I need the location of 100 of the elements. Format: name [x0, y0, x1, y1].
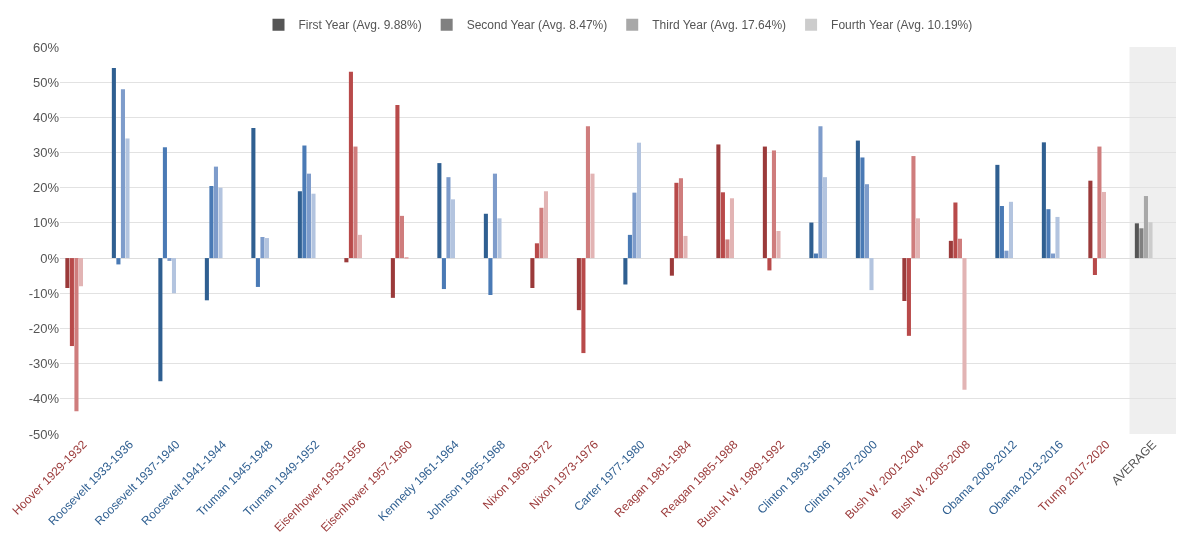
bar [636, 142, 642, 259]
bar [302, 145, 307, 259]
bar [1008, 201, 1014, 259]
bar [1143, 196, 1148, 259]
bar [209, 185, 214, 259]
bar [450, 199, 456, 259]
bar [1101, 191, 1107, 259]
bar [590, 173, 595, 259]
bar [255, 258, 260, 287]
bar [1088, 180, 1093, 259]
y-tick-label: 40% [32, 109, 60, 125]
bar [632, 192, 637, 259]
bar [539, 207, 544, 259]
y-tick-label: 60% [32, 39, 60, 55]
bar [348, 71, 353, 259]
bar [1092, 258, 1097, 275]
bar [530, 258, 535, 288]
bar [683, 235, 688, 259]
bar [1097, 146, 1102, 259]
y-tick-label: 10% [32, 215, 60, 231]
bar [167, 258, 172, 261]
bar [1134, 223, 1139, 259]
bar [437, 163, 442, 259]
bar [729, 198, 735, 259]
bar [627, 234, 632, 259]
bar [1148, 222, 1153, 259]
y-tick-label: -50% [28, 426, 60, 442]
bar [962, 258, 967, 390]
bar [120, 89, 125, 259]
bar [585, 126, 590, 259]
legend-label: Second Year (Avg. 8.47%) [466, 18, 608, 33]
bar [353, 146, 358, 259]
bar [809, 222, 814, 259]
bar [957, 238, 962, 259]
bar [995, 164, 1000, 259]
bar [948, 240, 953, 259]
bar [213, 166, 218, 259]
bar [902, 258, 907, 302]
bar [344, 258, 349, 263]
bar [1055, 216, 1060, 259]
bar [492, 173, 497, 259]
bar [441, 258, 446, 290]
bar [390, 258, 395, 298]
bar [725, 239, 730, 259]
bar [869, 258, 874, 291]
bar [297, 191, 302, 259]
bar [818, 126, 823, 259]
bar [78, 258, 84, 287]
bar [74, 258, 79, 412]
bar [1046, 209, 1051, 259]
bar [162, 147, 167, 259]
y-tick-label: -30% [28, 356, 60, 372]
bar [125, 138, 130, 259]
bar [69, 258, 74, 347]
bar [855, 140, 860, 259]
bar [860, 157, 865, 259]
bar [357, 234, 363, 259]
bar [581, 258, 586, 354]
bar [1004, 250, 1009, 259]
bar [446, 177, 451, 259]
bar [251, 127, 256, 259]
bar [915, 218, 921, 259]
bar [158, 258, 163, 382]
bar [576, 258, 581, 311]
y-tick-label: 50% [32, 74, 60, 90]
y-tick-label: 30% [32, 145, 60, 161]
bar [65, 258, 70, 288]
bar [716, 144, 721, 259]
y-tick-label: -20% [28, 321, 60, 336]
y-tick-label: 0% [40, 250, 60, 266]
bar [1139, 228, 1144, 259]
bar [488, 258, 493, 296]
legend-label: Third Year (Avg. 17.64%) [652, 18, 787, 33]
bar [534, 243, 539, 259]
bar [218, 187, 223, 259]
legend-label: First Year (Avg. 9.88%) [298, 18, 422, 33]
bar [111, 68, 116, 259]
bar [264, 238, 270, 259]
bar [767, 258, 772, 271]
bar [906, 258, 911, 336]
bar [999, 206, 1004, 259]
bar [911, 156, 916, 259]
bar [762, 146, 767, 259]
bar [678, 178, 683, 259]
bar [776, 231, 781, 259]
bar [953, 202, 958, 259]
bar [543, 191, 549, 259]
bar [260, 236, 265, 259]
bar [399, 215, 404, 259]
bar [171, 258, 177, 294]
bar [497, 218, 502, 259]
bar [669, 258, 674, 276]
bar [771, 150, 776, 259]
bar [306, 173, 311, 259]
bar [483, 213, 488, 259]
bar [674, 182, 679, 259]
bar [311, 193, 316, 259]
bar [623, 258, 628, 285]
bar [1041, 142, 1046, 259]
y-tick-label: 20% [32, 180, 60, 196]
